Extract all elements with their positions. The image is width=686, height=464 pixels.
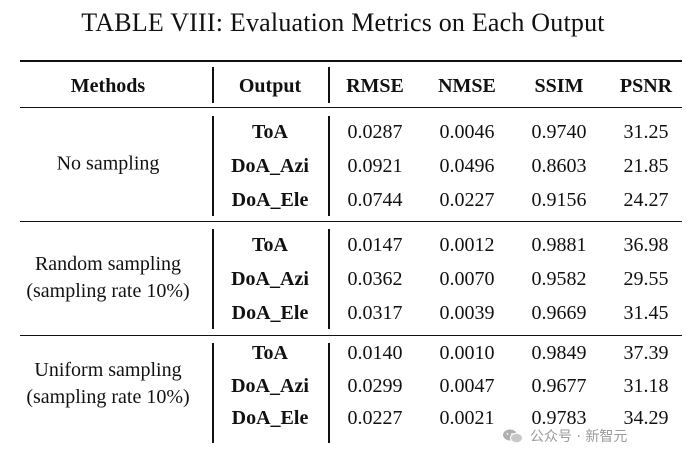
- header-output: Output: [238, 75, 302, 97]
- method-label-line: Random sampling: [34, 253, 182, 275]
- nmse-cell: 0.0496: [439, 155, 495, 177]
- output-cell: DoA_Ele: [231, 407, 309, 429]
- rmse-cell: 0.0299: [347, 375, 403, 397]
- rmse-cell: 0.0362: [347, 268, 403, 290]
- psnr-cell: 34.29: [623, 407, 669, 429]
- group-rule-2: [20, 335, 682, 336]
- nmse-cell: 0.0021: [439, 407, 495, 429]
- wechat-logo-icon: [503, 429, 523, 444]
- rmse-cell: 0.0921: [347, 155, 403, 177]
- ssim-cell: 0.9677: [531, 375, 587, 397]
- table-caption: TABLE VIII: Evaluation Metrics on Each O…: [81, 8, 605, 37]
- separator-methods-output: [212, 67, 214, 103]
- separator-methods-output: [212, 229, 214, 329]
- separator-methods-output: [212, 343, 214, 443]
- ssim-cell: 0.8603: [531, 155, 587, 177]
- rmse-cell: 0.0744: [347, 189, 403, 211]
- psnr-cell: 29.55: [623, 268, 669, 290]
- method-label-line: (sampling rate 10%): [26, 280, 190, 302]
- header-rule: [20, 107, 682, 108]
- nmse-cell: 0.0227: [439, 189, 495, 211]
- watermark-text: 公众号 · 新智元: [530, 429, 628, 445]
- top-rule: [20, 60, 682, 62]
- rmse-cell: 0.0287: [347, 121, 403, 143]
- ssim-cell: 0.9783: [531, 407, 587, 429]
- rmse-cell: 0.0317: [347, 302, 403, 324]
- output-cell: ToA: [252, 121, 288, 143]
- psnr-cell: 24.27: [623, 189, 669, 211]
- output-cell: DoA_Azi: [231, 155, 309, 177]
- rmse-cell: 0.0140: [347, 342, 403, 364]
- group-rule-1: [20, 221, 682, 222]
- output-cell: ToA: [252, 234, 288, 256]
- nmse-cell: 0.0046: [439, 121, 495, 143]
- output-cell: DoA_Azi: [231, 268, 309, 290]
- separator-output-metrics: [328, 229, 330, 329]
- ssim-cell: 0.9669: [531, 302, 587, 324]
- nmse-cell: 0.0012: [439, 234, 495, 256]
- nmse-cell: 0.0047: [439, 375, 495, 397]
- ssim-cell: 0.9156: [531, 189, 587, 211]
- watermark: 公众号 · 新智元: [502, 424, 672, 448]
- psnr-cell: 31.25: [623, 121, 669, 143]
- separator-output-metrics: [328, 67, 330, 103]
- method-label-line: (sampling rate 10%): [26, 386, 190, 408]
- ssim-cell: 0.9881: [531, 234, 587, 256]
- output-cell: ToA: [252, 342, 288, 364]
- method-label-line: No sampling: [56, 152, 160, 175]
- ssim-cell: 0.9582: [531, 268, 587, 290]
- ssim-cell: 0.9849: [531, 342, 587, 364]
- separator-output-metrics: [328, 343, 330, 443]
- method-label: Uniform sampling (sampling rate 10%): [26, 357, 189, 411]
- nmse-cell: 0.0039: [439, 302, 495, 324]
- header-ssim: SSIM: [534, 75, 584, 97]
- header-psnr: PSNR: [619, 75, 673, 97]
- psnr-cell: 31.18: [623, 375, 669, 397]
- psnr-cell: 31.45: [623, 302, 669, 324]
- ssim-cell: 0.9740: [531, 121, 587, 143]
- rmse-cell: 0.0227: [347, 407, 403, 429]
- header-nmse: NMSE: [438, 75, 496, 97]
- output-cell: DoA_Ele: [231, 189, 309, 211]
- psnr-cell: 21.85: [623, 155, 669, 177]
- psnr-cell: 36.98: [623, 234, 669, 256]
- psnr-cell: 37.39: [623, 342, 669, 364]
- output-cell: DoA_Azi: [231, 375, 309, 397]
- method-label: No sampling: [57, 151, 160, 178]
- method-label: Random sampling (sampling rate 10%): [26, 251, 189, 305]
- rmse-cell: 0.0147: [347, 234, 403, 256]
- header-methods: Methods: [70, 75, 146, 97]
- method-label-line: Uniform sampling: [34, 359, 182, 381]
- separator-output-metrics: [328, 116, 330, 216]
- header-rmse: RMSE: [346, 75, 404, 97]
- separator-methods-output: [212, 116, 214, 216]
- output-cell: DoA_Ele: [231, 302, 309, 324]
- nmse-cell: 0.0010: [439, 342, 495, 364]
- nmse-cell: 0.0070: [439, 268, 495, 290]
